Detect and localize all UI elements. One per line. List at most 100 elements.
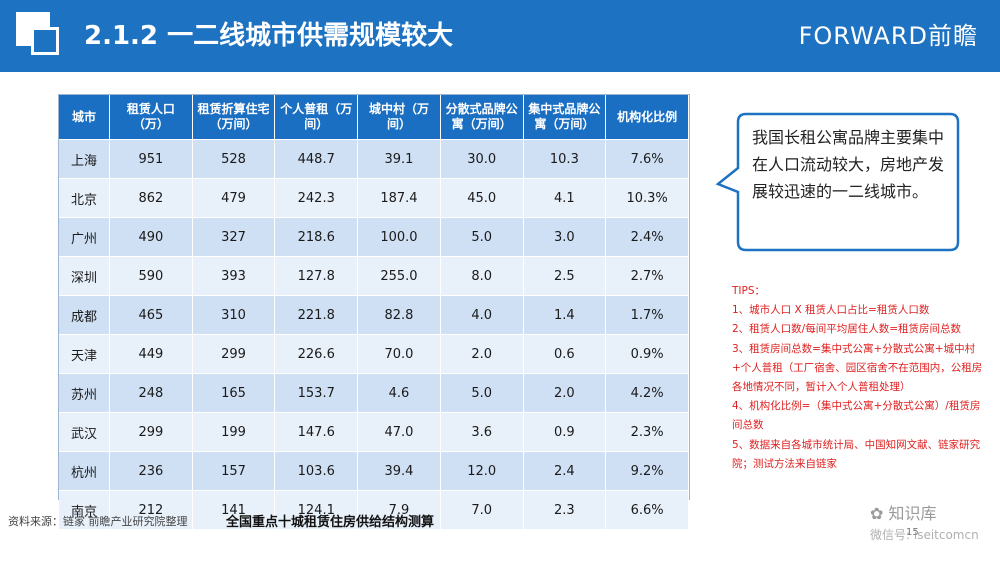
table-cell: 3.6 [440,412,524,452]
table-cell: 153.7 [274,373,359,413]
city-cell: 武汉 [59,412,110,452]
callout-text: 我国长租公寓品牌主要集中在人口流动较大，房地产发展较迅速的一二线城市。 [752,128,945,201]
city-cell: 杭州 [59,451,110,491]
table-cell: 590 [109,256,193,296]
tips-panel: TIPS： 1、城市人口 X 租赁人口占比=租赁人口数 2、租赁人口数/每间平均… [732,282,987,474]
table-cell: 157 [192,451,276,491]
table-cell: 39.4 [357,451,441,491]
table-row: 深圳 590 393 127.8 255.0 8.0 2.5 2.7% [59,256,689,296]
watermark-text: ✿ 知识库 [870,500,937,524]
table-cell: 7.6% [605,139,689,179]
table-cell: 221.8 [274,295,359,335]
supply-table: 城市 租赁人口（万） 租赁折算住宅（万间） 个人普租（万间） 城中村（万间） 分散式品牌公… [59,95,689,529]
table-row: 天津 449 299 226.6 70.0 2.0 0.6 0.9% [59,334,689,374]
table-cell: 10.3% [605,178,689,218]
column-header: 城市 [59,95,110,140]
table-cell: 299 [109,412,193,452]
table-cell: 7.9 [357,490,441,529]
table-row: 成都 465 310 221.8 82.8 4.0 1.4 1.7% [59,295,689,335]
tips-item: 1、城市人口 X 租赁人口占比=租赁人口数 [732,304,930,317]
table-caption: 全国重点十城租赁住房供给结构测算 [226,515,435,530]
table-cell: 4.1 [523,178,607,218]
column-header: 个人普租（万间） [274,95,359,140]
table-cell: 4.6 [357,373,441,413]
table-cell: 310 [192,295,276,335]
city-cell: 成都 [59,295,110,335]
table-cell: 70.0 [357,334,441,374]
table-cell: 7.0 [440,490,524,529]
table-cell: 951 [109,139,193,179]
table-cell: 103.6 [274,451,359,491]
table-cell: 248 [109,373,193,413]
watermark-sub: 微信号: iseitcomcn [870,528,979,542]
tips-item: 3、租赁房间总数=集中式公寓+分散式公寓+城中村+个人普租（工厂宿舍、园区宿舍不… [732,342,983,394]
table-cell: 127.8 [274,256,359,296]
table-cell: 0.6 [523,334,607,374]
table-cell: 2.5 [523,256,607,296]
city-cell: 广州 [59,217,110,257]
city-cell: 上海 [59,139,110,179]
tips-item: 2、租赁人口数/每间平均居住人数=租赁房间总数 [732,323,962,336]
table-cell: 9.2% [605,451,689,491]
table-cell: 1.7% [605,295,689,335]
table-cell: 218.6 [274,217,359,257]
table-cell: 30.0 [440,139,524,179]
city-cell: 苏州 [59,373,110,413]
header-bar: 2.1.2 一二线城市供需规模较大 FORWARD前瞻 [0,0,1000,72]
table-cell: 12.0 [440,451,524,491]
table-row: 上海 951 528 448.7 39.1 30.0 10.3 7.6% [59,139,689,179]
table-cell: 327 [192,217,276,257]
table-cell: 449 [109,334,193,374]
city-cell: 深圳 [59,256,110,296]
table-cell: 299 [192,334,276,374]
brand-logo: FORWARD前瞻 [798,22,978,50]
table-cell: 4.0 [440,295,524,335]
logo-squares-icon [16,12,64,60]
table-cell: 147.6 [274,412,359,452]
table-cell: 47.0 [357,412,441,452]
table-cell: 199 [192,412,276,452]
table-cell: 490 [109,217,193,257]
city-cell: 北京 [59,178,110,218]
column-header: 租赁折算住宅（万间） [192,95,276,140]
table-row: 武汉 299 199 147.6 47.0 3.6 0.9 2.3% [59,412,689,452]
table-cell: 165 [192,373,276,413]
table-cell: 100.0 [357,217,441,257]
wechat-icon: ✿ [870,504,884,523]
table-cell: 5.0 [440,373,524,413]
table-row: 南京 212 141 124.1 7.9 7.0 2.3 6.6% [59,490,689,529]
table-cell: 82.8 [357,295,441,335]
table-cell: 255.0 [357,256,441,296]
table-cell: 226.6 [274,334,359,374]
table-row: 北京 862 479 242.3 187.4 45.0 4.1 10.3% [59,178,689,218]
tips-item: 5、数据来自各城市统计局、中国知网文献、链家研究院；测试方法来自链家 [732,438,981,470]
column-header: 机构化比例 [605,95,689,140]
table-cell: 2.4% [605,217,689,257]
supply-table-container: 城市 租赁人口（万） 租赁折算住宅（万间） 个人普租（万间） 城中村（万间） 分散式品牌公… [58,94,690,529]
table-cell: 0.9 [523,412,607,452]
table-cell: 10.3 [523,139,607,179]
table-row: 杭州 236 157 103.6 39.4 12.0 2.4 9.2% [59,451,689,491]
tips-item: 4、机构化比例=（集中式公寓+分散式公寓）/租赁房间总数 [732,400,981,432]
table-body: 上海 951 528 448.7 39.1 30.0 10.3 7.6% 北京 862 479 242… [59,139,689,529]
table-cell: 2.7% [605,256,689,296]
watermark-label: 知识库 [888,504,937,523]
table-cell: 2.3% [605,412,689,452]
table-cell: 39.1 [357,139,441,179]
table-cell: 393 [192,256,276,296]
source-note: 资料来源：链家 前瞻产业研究院整理 [8,515,188,528]
speech-bubble-icon [715,112,960,252]
table-cell: 45.0 [440,178,524,218]
table-cell: 236 [109,451,193,491]
column-header: 分散式品牌公寓（万间） [440,95,524,140]
table-cell: 3.0 [523,217,607,257]
page-number: 15 [906,527,919,538]
city-cell: 南京 [59,490,110,529]
table-cell: 2.3 [523,490,607,529]
tips-title: TIPS： [732,285,766,297]
table-cell: 8.0 [440,256,524,296]
table-cell: 5.0 [440,217,524,257]
table-cell: 6.6% [605,490,689,529]
table-cell: 479 [192,178,276,218]
table-cell: 448.7 [274,139,359,179]
